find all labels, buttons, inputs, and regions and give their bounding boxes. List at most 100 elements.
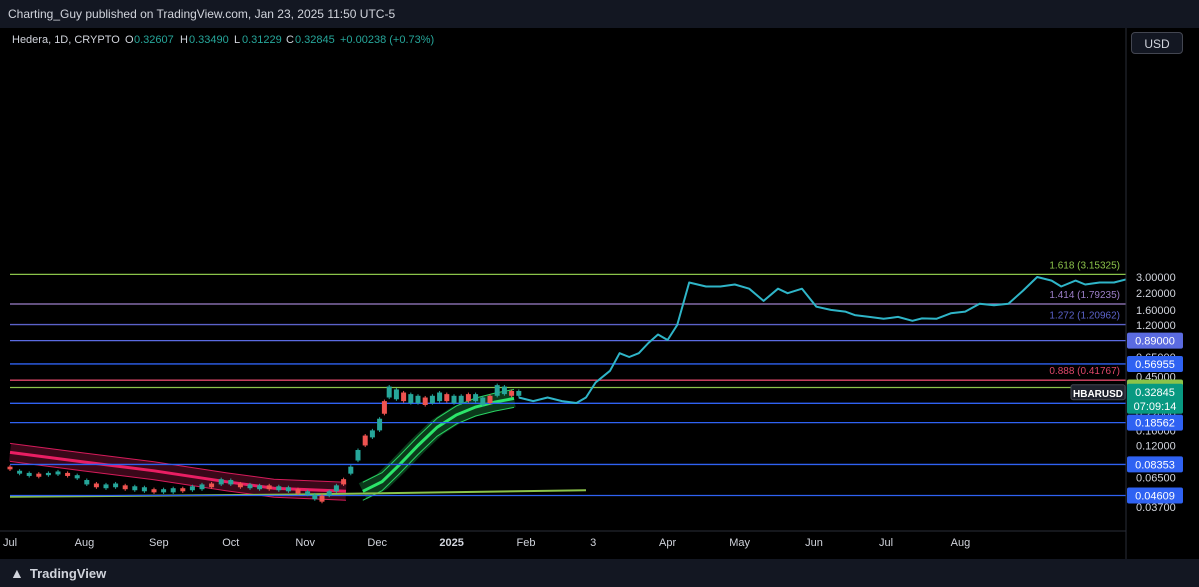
time-tick-label: Oct	[222, 537, 239, 549]
candle-body	[285, 487, 291, 492]
candlesticks	[7, 383, 522, 504]
candle-body	[17, 470, 23, 474]
candle-body	[333, 485, 339, 492]
indicator-band-upper	[9, 442, 347, 483]
candle-body	[36, 473, 42, 477]
level-tag-label: 0.56955	[1135, 359, 1175, 371]
price-chart[interactable]: 1.618 (3.15325) 1.414 (1.79235) 1.272 (1.2…	[0, 28, 1199, 559]
candle-body	[45, 472, 51, 476]
level-tag	[1127, 487, 1183, 504]
legend-high-label: H	[180, 34, 188, 46]
candle-body	[141, 487, 147, 492]
candle-body	[161, 489, 167, 493]
publisher-text: Charting_Guy published on TradingView.co…	[8, 7, 396, 21]
tradingview-icon: ▲	[10, 565, 24, 581]
candle-body	[377, 418, 383, 431]
indicator-band-center	[9, 450, 347, 493]
level-tag-label: 0.04609	[1135, 491, 1175, 503]
indicator-band-upper	[362, 388, 515, 483]
candle-body	[199, 484, 205, 490]
candle-body	[458, 395, 464, 404]
time-tick-label: May	[729, 537, 750, 549]
time-tick-label: Dec	[367, 537, 387, 549]
candle-body	[189, 486, 195, 491]
legend-close-label: C	[286, 34, 294, 46]
candle-body	[381, 401, 387, 414]
candle-body	[151, 489, 157, 493]
candle-body	[494, 385, 500, 396]
time-tick-label: Aug	[951, 537, 971, 549]
candle-body	[132, 486, 138, 491]
candle-body	[501, 386, 507, 395]
candle-body	[295, 489, 301, 494]
candle-body	[473, 394, 479, 402]
level-tag-label: 0.08353	[1135, 459, 1175, 471]
price-tags: 0.890000.569550.362960.268470.185620.083…	[1070, 332, 1183, 504]
level-tag-label: 0.18562	[1135, 418, 1175, 430]
tradingview-logo[interactable]: ▲ TradingView	[10, 565, 106, 581]
candle-body	[7, 466, 13, 470]
price-tick-label: 1.20000	[1136, 320, 1176, 332]
price-tick-label: 1.60000	[1136, 305, 1176, 317]
candle-body	[228, 480, 234, 485]
candle-body	[84, 480, 90, 485]
legend-symbol: Hedera, 1D, CRYPTO	[12, 34, 120, 46]
candle-body	[209, 483, 215, 488]
legend-change: +0.00238 (+0.73%)	[340, 34, 434, 46]
price-tick-label: 0.03700	[1136, 502, 1176, 514]
bottom-bar: ▲ TradingView	[0, 559, 1199, 587]
candle-body	[170, 488, 176, 493]
price-tick-label: 0.06500	[1136, 473, 1176, 485]
current-price-tag	[1127, 383, 1183, 414]
legend-high: 0.33490	[189, 34, 229, 46]
candle-body	[341, 479, 347, 485]
level-tag	[1127, 414, 1183, 431]
candle-body	[509, 390, 515, 396]
legend-open: 0.32607	[134, 34, 174, 46]
time-tick-label: Nov	[295, 537, 315, 549]
candle-body	[266, 485, 272, 490]
candle-body	[276, 486, 282, 491]
candle-body	[55, 471, 61, 475]
candle-body	[369, 430, 375, 438]
level-label: 1.272 (1.20962)	[1049, 311, 1120, 322]
price-tick-label: 0.12000	[1136, 440, 1176, 452]
time-tick-label: 3	[590, 537, 596, 549]
indicator-band-lower	[362, 406, 515, 501]
top-bar: Charting_Guy published on TradingView.co…	[0, 0, 1199, 28]
candle-body	[113, 483, 119, 488]
candle-body	[386, 386, 392, 398]
time-tick-label: Feb	[517, 537, 536, 549]
chart-area[interactable]: 1.618 (3.15325) 1.414 (1.79235) 1.272 (1.2…	[0, 28, 1199, 559]
candle-body	[487, 395, 493, 404]
legend-low-label: L	[234, 34, 240, 46]
candle-body	[408, 394, 414, 404]
candle-body	[444, 394, 450, 402]
candle-body	[362, 435, 368, 446]
candle-body	[348, 466, 354, 474]
candle-body	[312, 494, 318, 500]
level-tag	[1127, 456, 1183, 473]
candle-body	[516, 390, 522, 396]
level-tag	[1127, 332, 1183, 349]
candle-body	[415, 395, 421, 404]
candle-body	[355, 450, 361, 461]
tradingview-logo-text: TradingView	[29, 565, 107, 581]
candle-body	[437, 392, 443, 402]
candle-body	[74, 475, 80, 479]
candle-body	[305, 491, 311, 495]
time-tick-label: Jul	[879, 537, 893, 549]
candle-body	[451, 395, 457, 404]
horizontal-levels: 1.618 (3.15325) 1.414 (1.79235) 1.272 (1.2…	[10, 260, 1126, 497]
candle-body	[122, 485, 128, 490]
currency-button[interactable]: USD	[1131, 32, 1183, 54]
candle-body	[480, 397, 486, 405]
level-label: 0.888 (0.41767)	[1049, 366, 1120, 377]
time-tick-label: 2025	[439, 537, 463, 549]
level-label: 1.618 (3.15325)	[1049, 260, 1120, 271]
level-tag-label: 0.89000	[1135, 336, 1175, 348]
candle-body	[465, 394, 471, 402]
symbol-tag-label: HBARUSD	[1073, 389, 1123, 400]
legend-low: 0.31229	[242, 34, 282, 46]
candle-body	[319, 495, 325, 502]
